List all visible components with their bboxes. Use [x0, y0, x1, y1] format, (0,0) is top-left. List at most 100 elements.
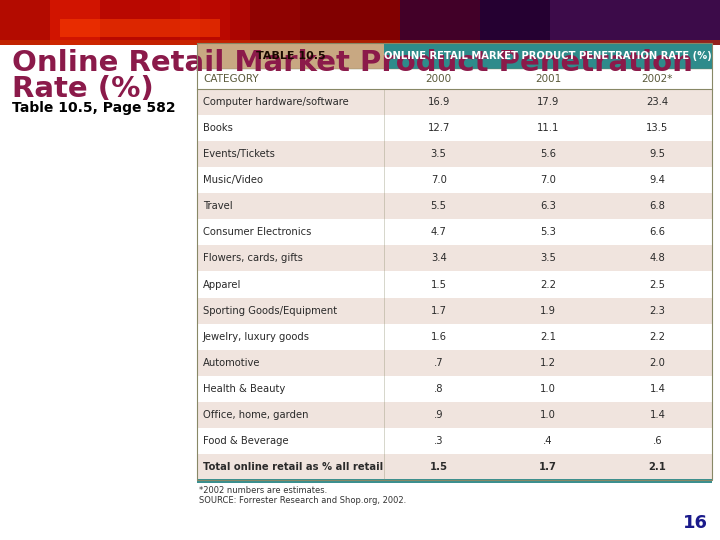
Text: 3.5: 3.5 [540, 253, 556, 264]
Text: 2.1: 2.1 [649, 462, 666, 472]
Text: 2.0: 2.0 [649, 357, 665, 368]
Bar [180, 0, 300, 45]
Text: .7: .7 [434, 357, 444, 368]
Text: ONLINE RETAIL MARKET PRODUCT PENETRATION RATE (%): ONLINE RETAIL MARKET PRODUCT PENETRATION… [384, 51, 712, 61]
Text: .8: .8 [434, 384, 444, 394]
Text: 5.6: 5.6 [540, 149, 556, 159]
Text: 1.5: 1.5 [430, 462, 448, 472]
Text: Rate (%): Rate (%) [12, 75, 154, 103]
Text: 12.7: 12.7 [428, 123, 450, 133]
Bar [197, 298, 712, 323]
Text: 2.5: 2.5 [649, 280, 665, 289]
Text: SOURCE: Forrester Research and Shop.org, 2002.: SOURCE: Forrester Research and Shop.org,… [199, 496, 406, 505]
Bar [197, 43, 712, 480]
Text: Books: Books [203, 123, 233, 133]
Text: 6.6: 6.6 [649, 227, 665, 238]
Bar [197, 141, 712, 167]
Text: Food & Beverage: Food & Beverage [203, 436, 289, 446]
Text: 16.9: 16.9 [428, 97, 450, 107]
Bar [60, 19, 220, 37]
Bar [250, 0, 450, 45]
Text: TABLE 10.5: TABLE 10.5 [256, 51, 325, 61]
Text: Music/Video: Music/Video [203, 176, 263, 185]
Bar [400, 0, 550, 45]
Text: 5.5: 5.5 [431, 201, 446, 211]
Text: Consumer Electronics: Consumer Electronics [203, 227, 311, 238]
Text: Flowers, cards, gifts: Flowers, cards, gifts [203, 253, 303, 264]
Text: CATEGORY: CATEGORY [203, 74, 258, 84]
Bar [550, 0, 720, 45]
Text: 7.0: 7.0 [540, 176, 556, 185]
Bar [197, 43, 384, 69]
Text: 4.8: 4.8 [649, 253, 665, 264]
Text: 1.5: 1.5 [431, 280, 446, 289]
Bar [197, 245, 712, 272]
Bar [197, 376, 712, 402]
Text: 2.3: 2.3 [649, 306, 665, 315]
Bar [197, 272, 712, 298]
Text: .6: .6 [652, 436, 662, 446]
Text: 3.4: 3.4 [431, 253, 446, 264]
Text: Apparel: Apparel [203, 280, 241, 289]
Text: 3.5: 3.5 [431, 149, 446, 159]
Text: 2000: 2000 [426, 74, 451, 84]
Bar [197, 454, 712, 480]
Text: .3: .3 [434, 436, 444, 446]
Bar [197, 193, 712, 219]
Text: 7.0: 7.0 [431, 176, 446, 185]
Text: 13.5: 13.5 [647, 123, 668, 133]
Text: 1.4: 1.4 [649, 410, 665, 420]
Text: .4: .4 [544, 436, 553, 446]
Text: 2.1: 2.1 [540, 332, 556, 342]
Text: 1.2: 1.2 [540, 357, 556, 368]
Text: 1.6: 1.6 [431, 332, 446, 342]
Bar [197, 219, 712, 245]
Bar [197, 428, 712, 454]
Text: Automotive: Automotive [203, 357, 261, 368]
Text: .9: .9 [434, 410, 444, 420]
Text: 2.2: 2.2 [649, 332, 665, 342]
Bar [197, 167, 712, 193]
Bar [384, 43, 712, 69]
Text: 1.7: 1.7 [431, 306, 446, 315]
Text: 2.2: 2.2 [540, 280, 556, 289]
Text: Online Retail Market Product Penetration: Online Retail Market Product Penetration [12, 49, 693, 77]
Text: Jewelry, luxury goods: Jewelry, luxury goods [203, 332, 310, 342]
Text: Health & Beauty: Health & Beauty [203, 384, 285, 394]
Text: 11.1: 11.1 [537, 123, 559, 133]
Text: 5.3: 5.3 [540, 227, 556, 238]
Bar [197, 402, 712, 428]
Text: Computer hardware/software: Computer hardware/software [203, 97, 348, 107]
Text: 23.4: 23.4 [647, 97, 668, 107]
Text: 1.7: 1.7 [539, 462, 557, 472]
Text: 1.0: 1.0 [540, 384, 556, 394]
Text: 1.9: 1.9 [540, 306, 556, 315]
Text: 2001: 2001 [535, 74, 561, 84]
Text: 9.5: 9.5 [649, 149, 665, 159]
Text: 1.0: 1.0 [540, 410, 556, 420]
Bar [197, 115, 712, 141]
Text: Travel: Travel [203, 201, 233, 211]
Text: 6.3: 6.3 [540, 201, 556, 211]
Text: Sporting Goods/Equipment: Sporting Goods/Equipment [203, 306, 337, 315]
Text: 6.8: 6.8 [649, 201, 665, 211]
Text: Table 10.5, Page 582: Table 10.5, Page 582 [12, 101, 176, 115]
Bar [0, 40, 720, 45]
Bar [197, 350, 712, 376]
Text: 17.9: 17.9 [537, 97, 559, 107]
Text: 16: 16 [683, 514, 708, 532]
Text: 1.4: 1.4 [649, 384, 665, 394]
Text: Total online retail as % all retail: Total online retail as % all retail [203, 462, 383, 472]
Bar [0, 0, 720, 45]
Text: 4.7: 4.7 [431, 227, 446, 238]
Text: 2002*: 2002* [642, 74, 673, 84]
Bar [100, 0, 250, 45]
Bar [197, 69, 712, 89]
Bar [50, 0, 230, 45]
Bar [0, 0, 200, 45]
Bar [197, 479, 712, 483]
Bar [197, 323, 712, 350]
Bar [480, 0, 720, 45]
Text: Office, home, garden: Office, home, garden [203, 410, 308, 420]
Bar [197, 89, 712, 115]
